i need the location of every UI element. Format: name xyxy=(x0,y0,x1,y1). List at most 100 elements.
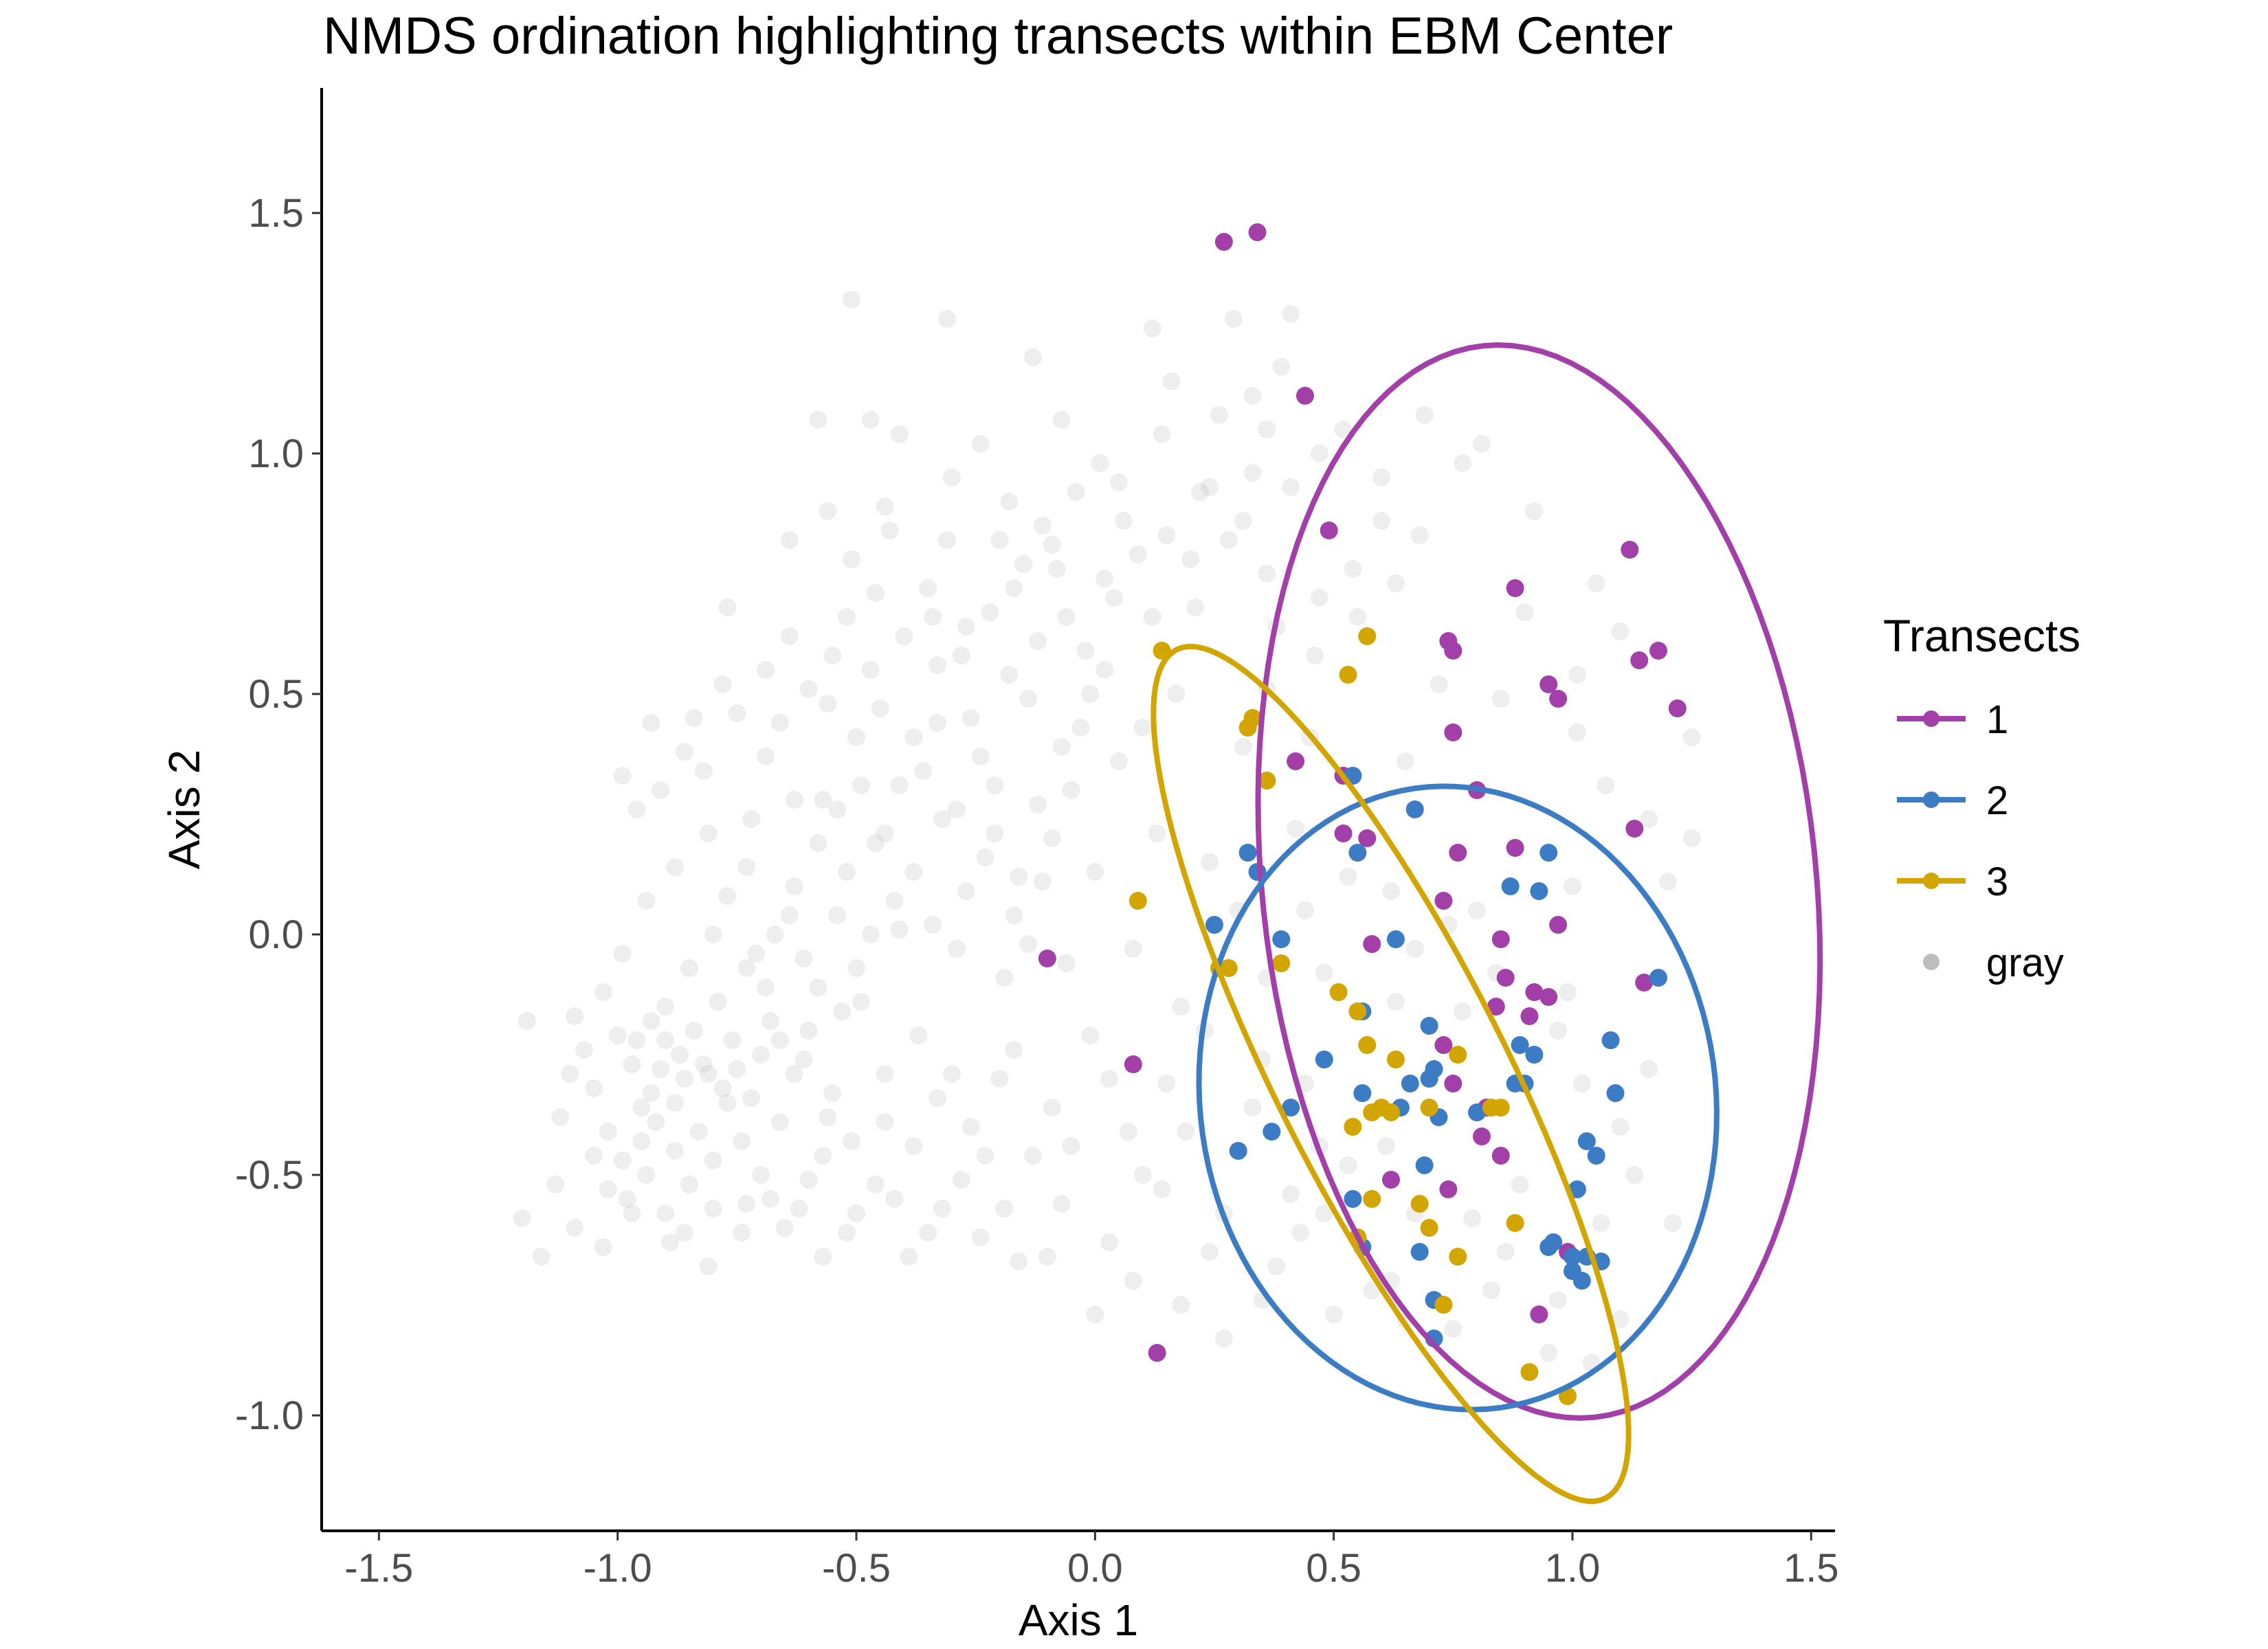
series-gray-point xyxy=(752,1046,770,1064)
series-gray-point xyxy=(990,1070,1009,1088)
series-gray-point xyxy=(1172,998,1190,1016)
series-gray-point xyxy=(990,531,1009,549)
series-gray-point xyxy=(770,1031,789,1049)
series-1-point xyxy=(1439,1180,1458,1198)
series-gray-point xyxy=(976,1147,994,1165)
series-gray-point xyxy=(809,834,827,852)
series-gray-point xyxy=(775,1219,794,1237)
series-gray-point xyxy=(1682,829,1701,847)
series-gray-point xyxy=(1291,1224,1310,1242)
series-gray-point xyxy=(518,1012,536,1030)
series-3-point xyxy=(1348,1002,1367,1020)
series-gray-point xyxy=(942,1065,961,1083)
series-gray-point xyxy=(656,1204,675,1222)
series-gray-point xyxy=(546,1176,565,1193)
series-gray-point xyxy=(1658,873,1677,890)
series-gray-point xyxy=(871,699,889,717)
series-2-point xyxy=(1530,882,1548,900)
series-gray-point xyxy=(1491,690,1510,708)
series-gray-point xyxy=(1568,723,1586,741)
series-gray-point xyxy=(1057,954,1076,972)
series-3-point xyxy=(1129,892,1147,910)
series-gray-point xyxy=(1191,483,1210,501)
series-gray-point xyxy=(704,1200,722,1218)
series-gray-point xyxy=(1549,1291,1568,1309)
series-3-point xyxy=(1272,954,1291,972)
series-gray-point xyxy=(1047,560,1066,578)
series-gray-point xyxy=(623,1055,641,1073)
series-gray-point xyxy=(1315,964,1333,982)
series-1-ellipse xyxy=(1255,342,1823,1421)
series-gray-point xyxy=(823,647,842,664)
series-2-point xyxy=(1511,1036,1529,1054)
series-gray-point xyxy=(847,959,865,977)
series-1-point xyxy=(1621,541,1639,559)
series-gray-point xyxy=(1258,420,1276,438)
series-gray-point xyxy=(709,993,727,1011)
series-1-point xyxy=(1635,974,1654,991)
series-gray-point xyxy=(814,791,832,809)
series-gray-point xyxy=(1272,358,1291,376)
legend-label: 3 xyxy=(1986,860,2008,904)
series-2-point xyxy=(1525,1046,1544,1064)
series-gray-point xyxy=(885,892,904,910)
series-gray-point xyxy=(937,531,956,549)
series-gray-point xyxy=(652,781,670,799)
series-gray-point xyxy=(1334,420,1353,438)
series-gray-point xyxy=(594,983,612,1001)
series-gray-point xyxy=(1305,647,1324,664)
series-gray-point xyxy=(876,824,894,842)
series-gray-point xyxy=(1210,406,1228,424)
series-gray-point xyxy=(694,762,713,780)
series-gray-point xyxy=(1157,1075,1176,1092)
series-gray-point xyxy=(1010,1253,1028,1270)
y-tick-label: -0.5 xyxy=(235,1153,304,1198)
series-gray-point xyxy=(1454,454,1472,472)
series-gray-point xyxy=(1463,1209,1482,1227)
series-gray-point xyxy=(1201,478,1219,496)
series-gray-point xyxy=(838,608,856,626)
series-gray-point xyxy=(666,1142,685,1160)
series-gray-point xyxy=(919,1224,937,1242)
series-gray-point xyxy=(599,1180,617,1198)
series-gray-point xyxy=(1076,642,1095,660)
series-gray-point xyxy=(1344,560,1362,578)
series-gray-point xyxy=(952,1171,970,1189)
series-gray-point xyxy=(632,1099,651,1117)
series-gray-point xyxy=(914,762,933,780)
series-gray-point xyxy=(1405,940,1424,958)
series-gray-point xyxy=(1201,853,1219,871)
series-2-point xyxy=(1344,1190,1362,1208)
series-gray-point xyxy=(1000,493,1019,511)
series-gray-point xyxy=(608,1027,627,1044)
series-gray-point xyxy=(1430,675,1448,693)
series-gray-point xyxy=(1258,565,1276,583)
series-gray-point xyxy=(1310,589,1328,607)
series-gray-point xyxy=(947,940,966,958)
series-gray-point xyxy=(675,743,693,761)
series-gray-point xyxy=(895,627,913,645)
series-3-point xyxy=(1339,666,1357,684)
series-gray-point xyxy=(575,1041,594,1059)
series-gray-point xyxy=(1515,603,1534,621)
series-gray-point xyxy=(986,824,1004,842)
series-gray-point xyxy=(1597,776,1615,794)
series-gray-point xyxy=(1062,1137,1080,1155)
series-1-point xyxy=(1549,690,1568,708)
series-gray-point xyxy=(613,767,632,785)
series-gray-point xyxy=(1081,1027,1100,1044)
series-gray-point xyxy=(1243,464,1262,482)
series-gray-point xyxy=(819,695,837,713)
series-3-point xyxy=(1449,1046,1467,1064)
confidence-ellipses xyxy=(1150,342,1823,1505)
transect-points xyxy=(1038,223,1687,1405)
series-gray-point xyxy=(532,1248,551,1266)
series-gray-point xyxy=(1186,598,1205,616)
series-gray-point xyxy=(780,627,799,645)
series-gray-point xyxy=(1096,570,1114,587)
series-gray-point xyxy=(1153,1180,1171,1198)
series-1-point xyxy=(1449,844,1467,862)
series-gray-point xyxy=(566,1007,584,1025)
series-3-point xyxy=(1358,1036,1377,1054)
series-gray-point xyxy=(1052,738,1071,756)
